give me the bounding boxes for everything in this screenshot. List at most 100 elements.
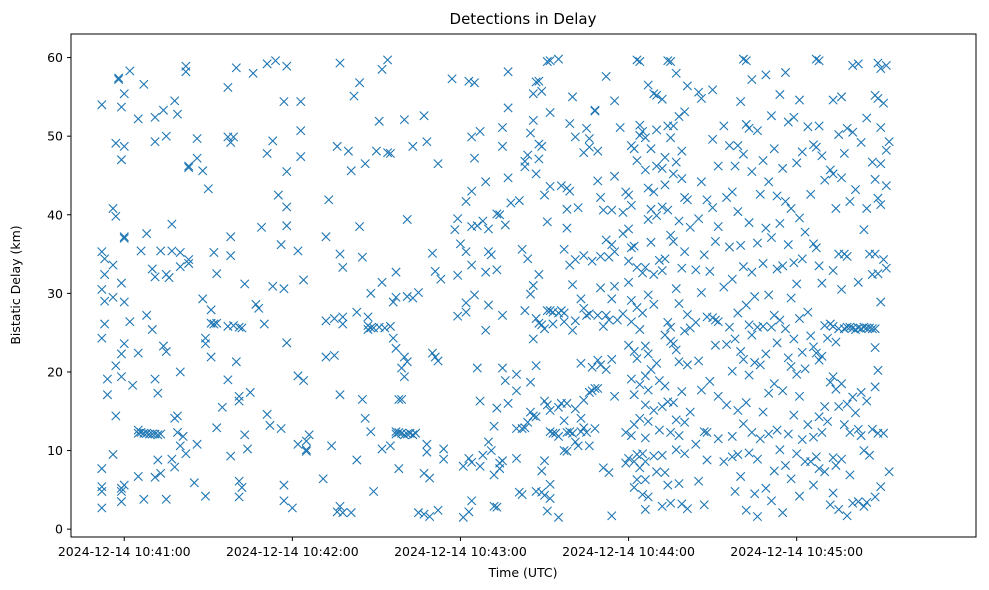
data-point-marker: [671, 345, 681, 355]
data-point-marker: [677, 387, 687, 397]
data-point-marker: [559, 445, 569, 456]
data-point-marker: [640, 400, 650, 410]
data-point-marker: [778, 386, 788, 396]
data-point-marker: [663, 397, 673, 407]
data-point-marker: [391, 292, 401, 302]
data-point-marker: [371, 146, 381, 156]
y-tick-label: 10: [47, 443, 63, 458]
data-point-marker: [671, 415, 681, 425]
data-point-marker: [318, 474, 328, 484]
data-point-marker: [640, 475, 650, 485]
data-point-marker: [657, 265, 667, 276]
data-point-marker: [769, 466, 779, 476]
data-point-marker: [366, 427, 376, 437]
data-point-marker: [595, 283, 606, 293]
data-point-marker: [467, 260, 477, 270]
data-point-marker: [153, 455, 163, 465]
data-point-marker: [736, 471, 746, 482]
data-point-marker: [534, 269, 544, 280]
data-point-marker: [789, 112, 799, 122]
data-point-marker: [609, 171, 620, 181]
data-point-marker: [621, 458, 631, 468]
x-tick-label: 2024-12-14 10:42:00: [226, 544, 359, 559]
data-point-marker: [724, 242, 735, 252]
data-point-marker: [864, 450, 875, 460]
data-point-marker: [240, 279, 250, 289]
data-point-marker: [394, 464, 404, 474]
data-point-marker: [780, 460, 791, 471]
data-point-marker: [864, 323, 875, 333]
data-point-marker: [464, 507, 474, 517]
data-point-marker: [153, 430, 163, 440]
data-point-marker: [402, 291, 412, 302]
data-markers: [97, 54, 894, 522]
y-axis-ticks: 0 10 20 30 40 50 60: [47, 50, 71, 537]
data-point-marker: [413, 508, 424, 518]
data-point-marker: [153, 388, 163, 398]
data-point-marker: [374, 322, 384, 332]
data-point-marker: [814, 56, 824, 66]
data-point-marker: [542, 217, 552, 227]
data-point-marker: [189, 478, 199, 488]
data-point-marker: [545, 493, 555, 504]
data-point-marker: [475, 461, 485, 471]
data-point-marker: [321, 352, 331, 362]
data-point-marker: [789, 410, 799, 420]
data-point-marker: [682, 360, 692, 370]
data-point-marker: [741, 119, 751, 129]
data-point-marker: [671, 445, 681, 455]
data-point-marker: [156, 429, 166, 439]
data-point-marker: [601, 71, 611, 82]
data-point-marker: [817, 278, 827, 288]
data-point-marker: [853, 323, 863, 333]
data-point-marker: [640, 262, 650, 273]
data-point-marker: [797, 147, 807, 157]
data-point-marker: [677, 499, 687, 509]
data-point-marker: [677, 263, 687, 273]
data-point-marker: [696, 287, 707, 298]
data-point-marker: [430, 352, 440, 362]
data-point-marker: [806, 456, 816, 467]
data-point-marker: [713, 161, 723, 171]
data-point-marker: [119, 339, 129, 349]
data-point-marker: [116, 102, 127, 112]
data-point-marker: [873, 193, 883, 203]
data-point-marker: [660, 254, 670, 264]
x-tick-label: 2024-12-14 10:41:00: [58, 544, 191, 559]
data-point-marker: [534, 154, 544, 164]
data-point-marker: [778, 261, 788, 271]
data-point-marker: [859, 225, 869, 235]
data-point-marker: [209, 319, 219, 329]
data-point-marker: [814, 355, 824, 365]
y-tick-label: 50: [47, 129, 63, 144]
data-point-marker: [822, 333, 833, 343]
data-point-marker: [640, 504, 650, 515]
data-point-marker: [674, 298, 684, 309]
data-point-marker: [161, 131, 171, 141]
data-point-marker: [343, 146, 353, 156]
data-point-marker: [111, 411, 121, 421]
data-point-marker: [727, 452, 737, 462]
data-point-marker: [329, 350, 339, 361]
data-point-marker: [559, 244, 569, 254]
data-point-marker: [276, 423, 286, 434]
data-point-marker: [355, 221, 365, 232]
data-point-marker: [590, 383, 600, 394]
data-point-marker: [783, 429, 793, 439]
data-point-marker: [629, 241, 639, 251]
data-point-marker: [621, 427, 631, 438]
data-point-marker: [632, 354, 642, 364]
data-point-marker: [626, 374, 636, 384]
data-point-marker: [752, 238, 763, 248]
data-point-marker: [772, 264, 782, 274]
data-point-marker: [637, 308, 648, 318]
data-point-marker: [150, 112, 160, 122]
data-point-marker: [539, 324, 550, 334]
data-point-marker: [422, 439, 432, 449]
data-point-marker: [385, 441, 396, 451]
data-point-marker: [839, 324, 849, 334]
data-point-marker: [329, 313, 339, 324]
data-point-marker: [276, 240, 286, 250]
data-point-marker: [506, 198, 516, 208]
data-point-marker: [573, 441, 583, 451]
